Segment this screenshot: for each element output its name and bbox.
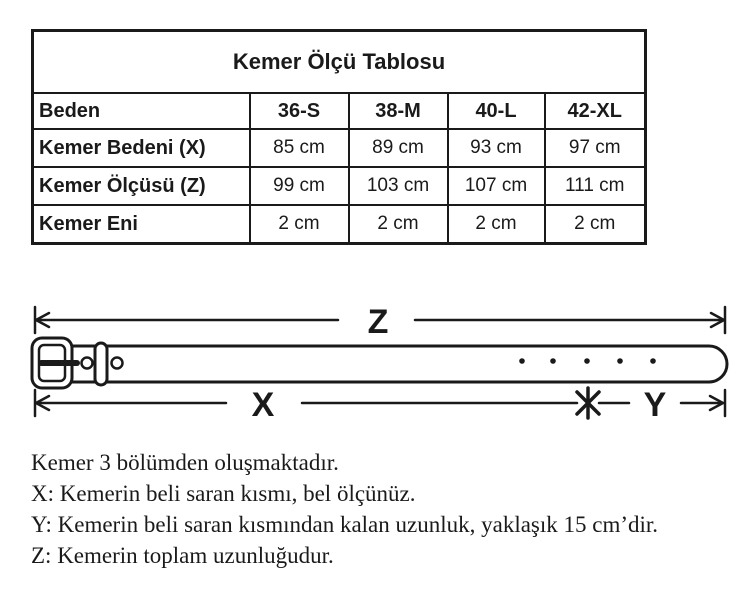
belt-strap: [70, 344, 729, 384]
belt-measurement-diagram: Z: [25, 288, 735, 423]
table-row-belt-width: Kemer Eni 2 cm 2 cm 2 cm 2 cm: [31, 204, 647, 245]
value-cell: 111 cm: [543, 166, 647, 206]
value-cell: 85 cm: [248, 128, 350, 168]
table-row-belt-size-x: Kemer Bedeni (X) 85 cm 89 cm 93 cm 97 cm: [31, 128, 647, 168]
value-cell: 107 cm: [446, 166, 546, 206]
table-title: Kemer Ölçü Tablosu: [31, 29, 647, 94]
belt-notes: Kemer 3 bölümden oluşmaktadır. X: Kemeri…: [31, 447, 658, 571]
y-dimension-arrow: [597, 388, 727, 418]
value-cell: 2 cm: [347, 204, 449, 245]
table-header-row: Beden 36-S 38-M 40-L 42-XL: [31, 92, 647, 130]
row-label-kemer-bedeni: Kemer Bedeni (X): [31, 128, 251, 168]
size-column-42xl: 42-XL: [543, 92, 647, 130]
value-cell: 93 cm: [446, 128, 546, 168]
note-z-definition: Z: Kemerin toplam uzunluğudur.: [31, 543, 334, 568]
size-column-40l: 40-L: [446, 92, 546, 130]
belt-illustration: [30, 336, 729, 390]
z-dimension-arrow: [33, 305, 727, 335]
x-dimension-label: X: [252, 386, 275, 423]
belt-size-table: Kemer Ölçü Tablosu Beden 36-S 38-M 40-L …: [31, 29, 647, 245]
value-cell: 103 cm: [347, 166, 449, 206]
note-y-definition: Y: Kemerin beli saran kısmından kalan uz…: [31, 512, 659, 537]
z-dimension-label: Z: [368, 303, 389, 341]
belt-punch-holes: [519, 358, 656, 364]
row-label-kemer-olcusu: Kemer Ölçüsü (Z): [31, 166, 251, 206]
x-dimension-arrow: [33, 388, 579, 418]
belt-hole: [80, 356, 94, 370]
size-column-36s: 36-S: [248, 92, 350, 130]
value-cell: 2 cm: [543, 204, 647, 245]
note-intro: Kemer 3 bölümden oluşmaktadır.: [31, 450, 339, 475]
value-cell: 97 cm: [543, 128, 647, 168]
belt-keeper-loop: [93, 341, 109, 387]
value-cell: 2 cm: [446, 204, 546, 245]
belt-hole: [110, 356, 124, 370]
value-cell: 89 cm: [347, 128, 449, 168]
note-x-definition: X: Kemerin beli saran kısmı, bel ölçünüz…: [31, 481, 416, 506]
row-label-kemer-eni: Kemer Eni: [31, 204, 251, 245]
value-cell: 2 cm: [248, 204, 350, 245]
header-label-beden: Beden: [31, 92, 251, 130]
size-column-38m: 38-M: [347, 92, 449, 130]
table-row-belt-length-z: Kemer Ölçüsü (Z) 99 cm 103 cm 107 cm 111…: [31, 166, 647, 206]
xy-junction-mark: [575, 386, 601, 420]
value-cell: 99 cm: [248, 166, 350, 206]
y-dimension-label: Y: [644, 386, 667, 423]
